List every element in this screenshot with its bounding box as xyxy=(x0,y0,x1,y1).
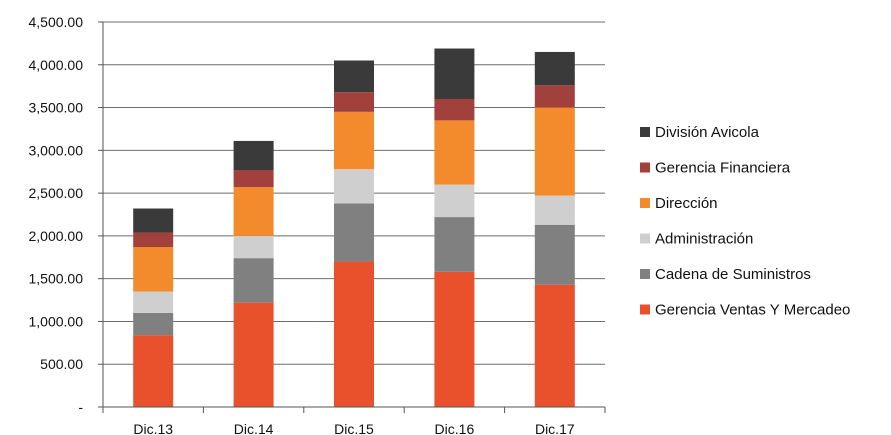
y-tick-label: 2,500.00 xyxy=(29,185,84,201)
bars xyxy=(133,48,575,407)
y-tick-label: 4,000.00 xyxy=(29,57,84,73)
legend-label: Cadena de Suministros xyxy=(655,266,811,283)
bar-segment xyxy=(534,85,575,108)
bar-segment xyxy=(334,169,374,204)
bar-segment xyxy=(133,291,174,313)
legend-item: Gerencia Ventas Y Mercadeo xyxy=(640,302,850,319)
bar-segment xyxy=(434,184,475,218)
bar-segment xyxy=(233,170,274,188)
x-tick-label: Dic.14 xyxy=(234,421,274,435)
bar-segment xyxy=(434,99,475,121)
y-tick-label: 4,500.00 xyxy=(29,14,84,30)
bar-segment xyxy=(334,60,374,93)
legend-label: Dirección xyxy=(655,195,718,212)
y-tick-label: 1,500.00 xyxy=(29,271,84,287)
y-tick-label: 1,000.00 xyxy=(29,313,84,329)
y-tick-label: 3,500.00 xyxy=(29,100,84,116)
bar-segment xyxy=(534,284,575,407)
legend-swatch xyxy=(640,233,650,244)
legend-swatch xyxy=(640,304,650,315)
legend-swatch xyxy=(640,127,650,137)
legend-swatch xyxy=(640,162,650,173)
y-tick-label: 500.00 xyxy=(40,356,83,372)
bar-segment xyxy=(334,92,374,112)
bar-segment xyxy=(133,335,174,407)
bar-segment xyxy=(133,208,174,233)
bar-segment xyxy=(534,224,575,285)
bar-segment xyxy=(233,258,274,303)
x-tick-label: Dic.15 xyxy=(334,421,374,435)
y-axis-tick-labels: - 500.00 1,000.00 1,500.00 2,000.00 2,500.00 3… xyxy=(29,14,84,415)
legend-label: División Avicola xyxy=(655,124,760,141)
x-tick-label: Dic.16 xyxy=(435,421,475,435)
bar-segment xyxy=(534,195,575,225)
legend-label: Gerencia Financiera xyxy=(655,160,791,177)
axes xyxy=(98,21,606,413)
bar-segment xyxy=(334,111,374,170)
y-tick-label: 2,000.00 xyxy=(29,228,84,244)
bar-segment xyxy=(233,187,274,236)
bar-segment xyxy=(233,140,274,171)
bar-segment xyxy=(133,312,174,336)
x-axis-tick-labels: Dic.13 Dic.14 Dic.15 Dic.16 Dic.17 xyxy=(133,421,574,435)
bar-segment xyxy=(434,217,475,272)
bar-segment xyxy=(334,203,374,262)
legend-item: Gerencia Financiera xyxy=(640,160,791,177)
legend-label: Administración xyxy=(655,231,753,248)
x-tick-label: Dic.17 xyxy=(535,421,575,435)
legend-item: División Avicola xyxy=(640,124,760,141)
legend-swatch xyxy=(640,269,650,279)
bar-segment xyxy=(233,235,274,259)
y-tick-label: 3,000.00 xyxy=(29,142,84,158)
bar-segment xyxy=(534,51,575,86)
bar-segment xyxy=(233,302,274,407)
bar-segment xyxy=(133,232,174,248)
x-tick-label: Dic.13 xyxy=(133,421,173,435)
bar-segment xyxy=(133,247,174,292)
legend-swatch xyxy=(640,198,650,208)
y-tick-label: - xyxy=(78,399,83,415)
legend-label: Gerencia Ventas Y Mercadeo xyxy=(655,302,850,319)
bar-segment xyxy=(434,48,475,99)
legend-item: Administración xyxy=(640,231,753,248)
bar-segment xyxy=(434,271,475,407)
legend: División Avicola Gerencia Financiera Direc… xyxy=(640,124,850,319)
bar-segment xyxy=(434,120,475,185)
legend-item: Dirección xyxy=(640,195,718,212)
legend-item: Cadena de Suministros xyxy=(640,266,811,283)
bar-segment xyxy=(534,107,575,196)
bar-segment xyxy=(334,261,374,407)
